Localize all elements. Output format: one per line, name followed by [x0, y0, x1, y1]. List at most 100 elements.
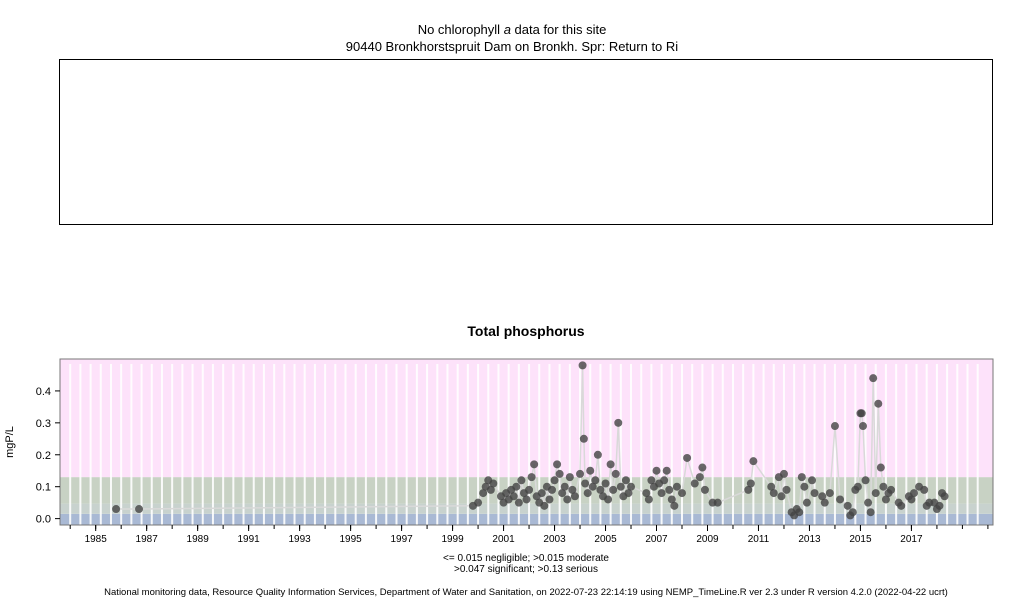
- data-point: [678, 489, 686, 498]
- data-point: [547, 485, 556, 494]
- data-points: [112, 361, 949, 520]
- data-point: [647, 476, 656, 485]
- data-point: [869, 374, 878, 383]
- x-tick-label: 2007: [645, 534, 668, 545]
- band-serious: [60, 359, 993, 478]
- data-point: [514, 498, 523, 507]
- data-point: [570, 492, 579, 501]
- data-point: [887, 485, 896, 494]
- plot-frame: [59, 358, 994, 526]
- header-line-1-italic: a: [503, 22, 511, 37]
- data-point: [866, 508, 875, 517]
- x-tick-label: 2005: [594, 534, 617, 545]
- data-point: [907, 495, 916, 504]
- data-point: [810, 489, 819, 498]
- data-point: [909, 489, 918, 498]
- data-point: [897, 501, 906, 510]
- data-point: [744, 485, 753, 494]
- data-point: [527, 473, 536, 482]
- data-point: [700, 485, 709, 494]
- data-point: [767, 482, 776, 491]
- data-point: [864, 498, 873, 507]
- data-point: [576, 469, 585, 478]
- data-point: [553, 460, 562, 469]
- data-point: [486, 485, 495, 494]
- band-caption-line-2: >0.047 significant; >0.13 serious: [454, 564, 598, 575]
- data-point: [853, 482, 862, 491]
- data-point: [606, 460, 615, 469]
- data-point: [604, 495, 613, 504]
- data-point: [713, 498, 722, 507]
- data-point: [665, 485, 674, 494]
- y-tick-label: 0.0: [36, 514, 51, 526]
- data-point: [627, 482, 636, 491]
- data-point: [879, 482, 888, 491]
- data-point: [857, 409, 866, 418]
- data-point: [777, 492, 786, 501]
- y-axis-label: mgP/L: [4, 426, 16, 458]
- header-line-2: 90440 Bronkhorstspruit Dam on Bronkh. Sp…: [345, 39, 679, 54]
- data-point: [591, 476, 600, 485]
- x-tick-label: 1985: [85, 534, 108, 545]
- header-line-1-prefix: No chlorophyll: [417, 22, 504, 37]
- data-point: [642, 489, 651, 498]
- data-point: [749, 457, 758, 466]
- x-tick-label: 2011: [748, 534, 770, 545]
- vertical-grid: [69, 364, 979, 525]
- x-tick-label: 1995: [339, 534, 362, 545]
- data-point: [695, 473, 704, 482]
- data-point: [644, 495, 653, 504]
- data-point: [565, 473, 574, 482]
- x-tick-label: 1991: [238, 534, 261, 545]
- data-point: [660, 476, 669, 485]
- x-tick-label: 2001: [492, 534, 515, 545]
- data-point: [525, 485, 534, 494]
- data-point: [601, 479, 610, 488]
- data-point: [698, 463, 707, 472]
- x-tick-label: 1987: [136, 534, 159, 545]
- data-point: [843, 501, 852, 510]
- data-point: [563, 495, 572, 504]
- x-axis: 1985 1987 1989 1991 1993 1995 1997 1999 2001 2003…: [69, 525, 989, 545]
- y-tick-label: 0.1: [36, 482, 51, 494]
- data-point: [568, 485, 577, 494]
- footer-credit: National monitoring data, Resource Quali…: [104, 587, 948, 598]
- data-point: [874, 399, 883, 408]
- data-point: [769, 489, 778, 498]
- x-tick-label: 1989: [187, 534, 210, 545]
- data-point: [652, 466, 661, 475]
- data-point: [517, 476, 526, 485]
- data-point: [558, 489, 567, 498]
- y-tick-label: 0.3: [36, 418, 51, 430]
- data-point: [588, 482, 597, 491]
- data-point: [802, 498, 811, 507]
- data-point: [683, 453, 692, 462]
- data-point: [545, 495, 554, 504]
- data-point: [876, 463, 885, 472]
- data-point: [583, 489, 592, 498]
- data-point: [537, 489, 546, 498]
- data-point: [530, 460, 539, 469]
- data-point: [871, 489, 880, 498]
- data-point: [609, 485, 618, 494]
- data-point: [135, 505, 144, 514]
- data-point: [670, 501, 679, 510]
- data-point: [820, 498, 829, 507]
- data-point: [795, 508, 804, 517]
- x-tick-label: 2013: [798, 534, 821, 545]
- data-point: [667, 495, 676, 504]
- data-point: [808, 476, 817, 485]
- x-tick-label: 1993: [288, 534, 311, 545]
- data-point: [578, 361, 587, 370]
- x-tick-label: 2009: [696, 534, 719, 545]
- data-point: [940, 492, 949, 501]
- data-point: [825, 489, 834, 498]
- empty-chlorophyll-panel: [59, 59, 993, 225]
- data-point: [672, 482, 681, 491]
- data-point: [596, 485, 605, 494]
- data-point: [779, 469, 788, 478]
- band-moderate: [60, 503, 993, 514]
- y-tick-label: 0.2: [36, 450, 51, 462]
- data-point: [112, 505, 121, 514]
- data-point: [830, 422, 839, 431]
